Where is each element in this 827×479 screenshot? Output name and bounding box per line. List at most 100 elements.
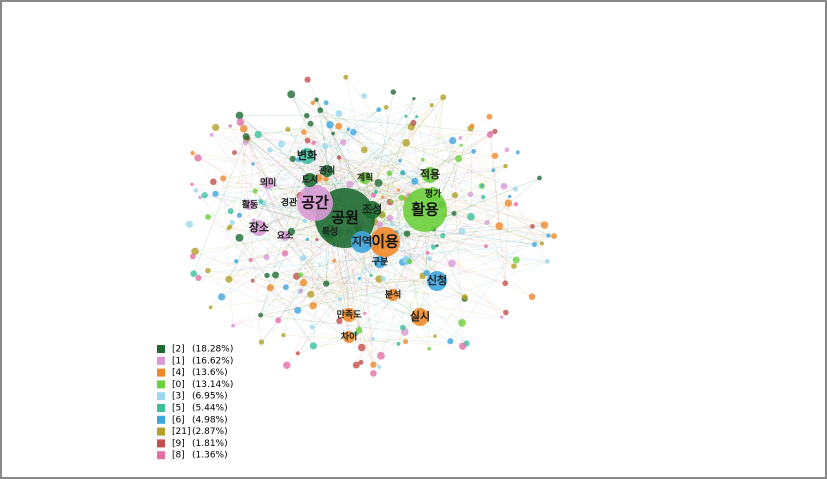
minor-node (503, 309, 509, 316)
edge (307, 239, 421, 318)
minor-node (287, 90, 296, 99)
node (363, 201, 381, 219)
minor-node (386, 170, 393, 177)
edge (442, 158, 459, 236)
edge (431, 105, 472, 217)
legend: [2] (18.28%) [1] (16.62%) [4] (13.6%) [0] (13.1… (157, 345, 233, 461)
minor-node (400, 170, 406, 176)
edge (374, 221, 535, 245)
edge (284, 235, 506, 313)
edge (193, 136, 247, 274)
minor-node (484, 219, 490, 225)
minor-node (226, 226, 231, 231)
edge (326, 260, 408, 284)
edge (296, 275, 438, 282)
minor-node (410, 119, 417, 126)
edge (328, 239, 374, 365)
minor-node (440, 233, 446, 239)
minor-node (300, 129, 307, 135)
minor-node (353, 331, 359, 337)
node (297, 185, 333, 221)
edge (370, 209, 555, 237)
edge (284, 235, 467, 344)
legend-share: (6.95%) (192, 392, 228, 402)
edge (470, 125, 473, 217)
edge (371, 209, 465, 300)
edge (298, 104, 432, 161)
edge (378, 109, 407, 260)
legend-swatch (157, 439, 165, 448)
node-label: 특성 (322, 226, 339, 238)
edge (285, 286, 380, 368)
edge (333, 260, 350, 316)
edge (245, 142, 286, 237)
edge (260, 133, 334, 316)
edge (246, 139, 308, 157)
edge (249, 144, 462, 206)
minor-node (502, 280, 509, 287)
edge (263, 202, 380, 368)
minor-node (363, 311, 367, 315)
edge (239, 139, 247, 216)
minor-node (435, 244, 439, 248)
minor-node (189, 253, 196, 260)
minor-node (480, 184, 484, 188)
edge (288, 202, 313, 328)
node-label: 요소 (277, 231, 294, 242)
node (426, 187, 440, 201)
minor-node (315, 237, 319, 242)
minor-node (304, 76, 311, 83)
minor-node (352, 361, 360, 369)
edge (314, 116, 417, 204)
minor-node (298, 272, 304, 278)
edge (380, 98, 415, 215)
minor-node (208, 305, 213, 310)
minor-node (323, 176, 329, 182)
minor-node (307, 290, 315, 298)
edge (326, 155, 496, 172)
edge (429, 131, 496, 176)
minor-node (346, 127, 351, 132)
edge (345, 77, 434, 195)
minor-node (427, 347, 432, 351)
edge (303, 261, 381, 283)
minor-node (300, 255, 307, 262)
minor-node (231, 150, 237, 156)
edge (266, 144, 282, 258)
edge (392, 194, 471, 296)
edge (284, 129, 349, 237)
minor-node (218, 293, 226, 301)
minor-node (267, 147, 273, 153)
minor-node (467, 191, 474, 198)
edge (310, 294, 350, 316)
edge (424, 209, 430, 349)
minor-node (331, 131, 335, 136)
minor-node (398, 194, 405, 201)
minor-node (263, 254, 270, 261)
minor-node (455, 155, 463, 163)
node (343, 331, 355, 343)
minor-node (377, 365, 382, 370)
minor-node (335, 110, 343, 117)
legend-share: (13.6%) (192, 368, 228, 378)
minor-node (396, 341, 401, 346)
minor-node (403, 230, 411, 237)
edge (192, 152, 335, 246)
edge (249, 204, 327, 284)
legend-swatch (157, 451, 165, 460)
minor-node (500, 182, 508, 190)
edge (297, 185, 505, 311)
edge (482, 196, 506, 284)
edge (380, 331, 406, 356)
node (262, 177, 274, 189)
minor-node (336, 317, 343, 325)
minor-node (530, 223, 535, 229)
edge (320, 109, 516, 190)
legend-swatch (157, 345, 165, 353)
node-label: 조성 (362, 202, 382, 216)
minor-node (283, 361, 291, 369)
edge (239, 237, 340, 300)
minor-node (398, 158, 402, 163)
